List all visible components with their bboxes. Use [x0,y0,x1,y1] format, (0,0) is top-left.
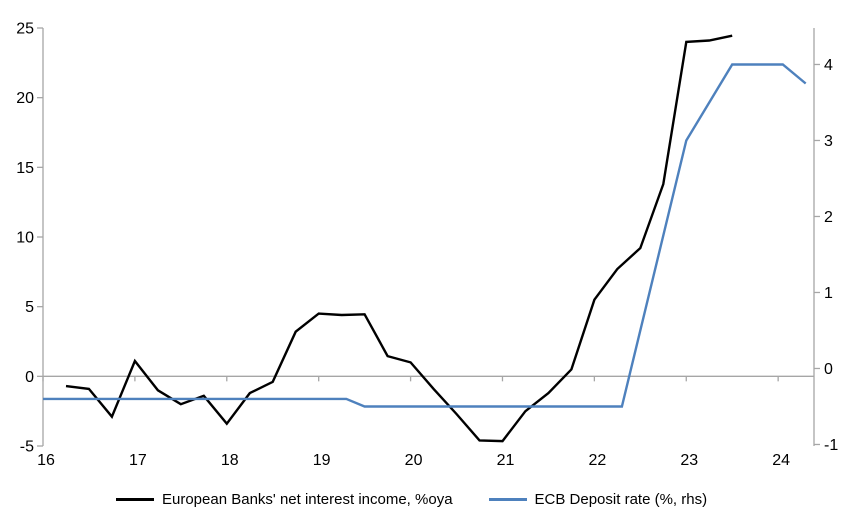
deposit-rate-line [43,63,807,408]
x-axis-tick-label: 21 [497,452,515,469]
legend-item-nii: European Banks' net interest income, %oy… [116,491,453,508]
x-axis-tick-label: 23 [680,452,698,469]
legend-label-deposit-rate: ECB Deposit rate (%, rhs) [534,491,708,508]
x-axis-tick-label: 20 [405,452,423,469]
left-axis-tick-label: 5 [25,299,34,316]
legend: European Banks' net interest income, %oy… [116,491,707,508]
left-axis-tick-label: 0 [25,369,34,386]
deposit-rate-line-swatch [488,498,527,501]
left-axis-tick-label: 10 [16,230,34,247]
x-axis-tick-label: 18 [221,452,239,469]
left-axis-tick-label: 20 [16,90,34,107]
right-axis-tick-label: 3 [824,133,833,150]
legend-item-deposit-rate: ECB Deposit rate (%, rhs) [488,491,708,508]
left-axis-tick-label: -5 [20,439,34,456]
x-axis-tick-label: 19 [313,452,331,469]
right-axis-tick-label: 1 [824,285,833,302]
right-axis-tick-label: -1 [824,437,838,454]
x-axis-tick-label: 22 [588,452,606,469]
nii-line [65,34,733,443]
left-axis-tick-label: 15 [16,160,34,177]
legend-label-nii: European Banks' net interest income, %oy… [162,491,453,508]
x-axis-tick-label: 16 [37,452,55,469]
right-axis-tick-label: 2 [824,209,833,226]
nii-line-swatch [116,498,154,501]
right-axis-tick-label: 4 [824,57,833,74]
x-axis-tick-label: 17 [129,452,147,469]
left-axis-tick-label: 25 [16,21,34,38]
right-axis-tick-label: 0 [824,361,833,378]
x-axis-tick-label: 24 [772,452,790,469]
